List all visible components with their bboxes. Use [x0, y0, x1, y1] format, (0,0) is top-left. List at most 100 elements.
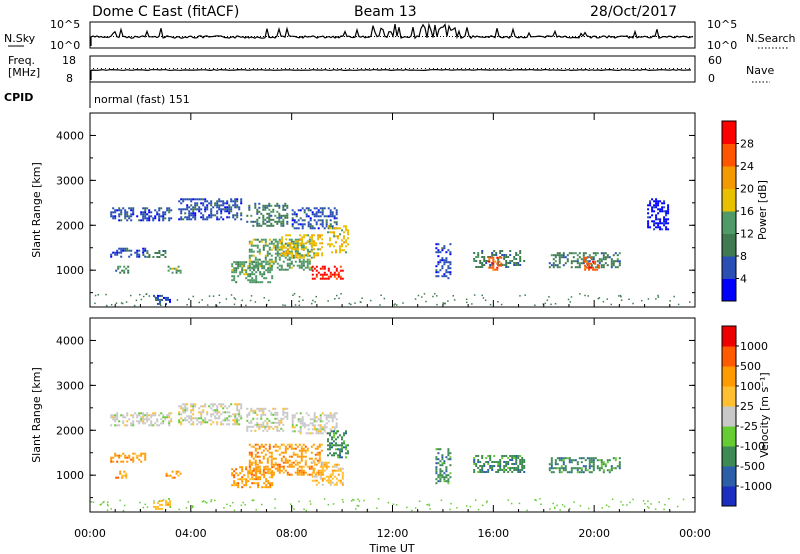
scatter-cell	[515, 461, 518, 463]
scatter-cell	[251, 476, 254, 479]
scatter-cell	[114, 215, 117, 218]
scatter-cell	[651, 210, 654, 213]
scatter-cell	[329, 215, 332, 218]
scatter-cell	[256, 218, 259, 221]
scatter-cell	[126, 247, 129, 250]
scatter-cell	[263, 265, 266, 268]
scatter-cell	[311, 213, 314, 216]
scatter-cell	[335, 426, 338, 429]
scatter-cell	[499, 461, 502, 463]
scatter-cell	[276, 204, 279, 207]
noise-search-point	[503, 36, 504, 37]
scatter-cell	[333, 436, 335, 439]
scatter-cell	[274, 214, 277, 217]
nave-point	[489, 68, 490, 69]
scatter-cell	[570, 459, 573, 462]
scatter-cell	[315, 215, 318, 218]
scatter-cell	[513, 264, 516, 266]
scatter-cell	[256, 421, 259, 424]
scatter-cell	[523, 467, 526, 469]
scatter-cell	[161, 499, 163, 502]
colorbar-tick-label: 20	[740, 183, 754, 196]
scatter-cell	[289, 252, 292, 255]
scatter-cell	[268, 224, 271, 227]
scatter-cell	[218, 204, 221, 207]
nave-point	[473, 68, 474, 69]
scatter-cell	[507, 266, 510, 268]
scatter-cell	[167, 298, 169, 301]
scatter-cell	[200, 202, 203, 205]
scatter-cell	[449, 243, 452, 246]
scatter-cell	[231, 474, 234, 477]
scatter-cell	[266, 224, 269, 227]
scatter-cell	[325, 479, 328, 482]
scatter-cell	[267, 263, 270, 266]
scatter-cell	[136, 249, 139, 252]
scatter-cell	[243, 263, 246, 266]
noise-search-point	[572, 36, 573, 37]
scatter-cell	[600, 252, 603, 255]
scatter-cell	[292, 453, 295, 456]
scatter-cell	[307, 223, 310, 226]
scatter-cell	[299, 428, 302, 431]
scatter-cell	[647, 212, 650, 215]
scatter-cell	[301, 223, 304, 226]
scatter-cell	[241, 468, 244, 471]
nave-point	[177, 68, 178, 69]
scatter-cell	[339, 233, 341, 236]
scatter-cell	[507, 463, 510, 465]
scatter-cell	[154, 412, 157, 415]
scatter-cell	[164, 256, 167, 258]
scatter-cell	[300, 459, 303, 462]
scatter-cell	[317, 209, 320, 212]
scatter-cell	[327, 477, 330, 480]
scatter-cell	[647, 220, 650, 223]
scatter-cell	[558, 471, 561, 474]
scatter-cell	[317, 428, 320, 431]
scatter-cell	[306, 258, 309, 261]
scatter-cell	[305, 246, 308, 249]
scatter-cell	[329, 475, 332, 478]
scatter-cell	[618, 457, 621, 460]
scatter-cell	[588, 260, 591, 263]
scatter-cell	[253, 478, 256, 481]
ground-scatter-cell	[526, 509, 528, 512]
x-tick-label: 08:00	[276, 527, 308, 540]
nave-point	[601, 68, 602, 69]
scatter-cell	[311, 424, 314, 427]
scatter-cell	[116, 414, 119, 417]
scatter-cell	[445, 275, 448, 278]
nave-point	[321, 68, 322, 69]
scatter-cell	[278, 423, 281, 426]
scatter-cell	[169, 503, 171, 506]
scatter-cell	[321, 473, 324, 476]
scatter-cell	[119, 472, 122, 475]
scatter-cell	[132, 424, 135, 427]
scatter-cell	[202, 214, 205, 217]
scatter-cell	[319, 426, 322, 429]
scatter-cell	[523, 260, 526, 262]
scatter-cell	[234, 204, 237, 207]
scatter-cell	[321, 426, 324, 429]
scatter-cell	[161, 298, 163, 301]
scatter-cell	[647, 204, 650, 207]
scatter-cell	[602, 463, 605, 466]
scatter-cell	[282, 423, 285, 426]
scatter-cell	[264, 471, 267, 474]
scatter-cell	[282, 206, 285, 209]
scatter-cell	[134, 452, 137, 455]
scatter-cell	[498, 260, 501, 263]
scatter-cell	[290, 266, 293, 269]
scatter-cell	[552, 258, 555, 261]
ground-scatter-cell	[482, 297, 485, 299]
scatter-cell	[245, 269, 248, 272]
scatter-cell	[228, 208, 231, 211]
scatter-cell	[586, 260, 589, 263]
noise-search-point	[131, 36, 132, 37]
scatter-cell	[165, 302, 167, 305]
scatter-cell	[311, 432, 314, 435]
scatter-cell	[248, 467, 251, 470]
scatter-cell	[473, 252, 476, 254]
scatter-cell	[489, 467, 492, 469]
scatter-cell	[202, 409, 205, 412]
